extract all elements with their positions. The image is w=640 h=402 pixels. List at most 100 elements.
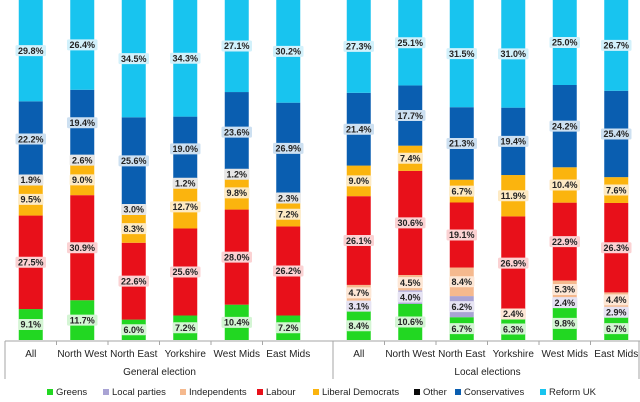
data-label-general-election-all-conservatives: 22.2% bbox=[18, 134, 44, 144]
legend-label-local-parties: Local parties bbox=[112, 387, 166, 398]
legend: Greens Local parties Independents Labour Lib… bbox=[47, 387, 597, 398]
data-label-bg-general-election-east-mids-reform-uk bbox=[273, 45, 304, 57]
data-label-bg-general-election-north-east-reform-uk bbox=[118, 53, 149, 65]
data-label-bg-general-election-all-reform-uk bbox=[15, 45, 46, 57]
data-label-bg-general-election-east-mids-labour bbox=[273, 265, 304, 277]
data-label-local-elections-west-mids-labour: 22.9% bbox=[552, 237, 578, 247]
legend-label-greens: Greens bbox=[56, 387, 87, 398]
data-label-local-elections-north-east-local-parties: 6.2% bbox=[451, 302, 472, 312]
data-label-bg-local-elections-east-mids-independents bbox=[603, 294, 629, 306]
data-label-local-elections-north-east-reform-uk: 31.5% bbox=[449, 49, 475, 59]
data-label-local-elections-east-mids-liberal-democrats: 7.6% bbox=[606, 185, 627, 195]
data-label-bg-general-election-north-east-other bbox=[121, 203, 147, 215]
data-label-bg-general-election-north-west-other bbox=[69, 154, 95, 166]
data-label-bg-local-elections-all-labour bbox=[343, 235, 374, 247]
data-label-local-elections-east-mids-reform-uk: 26.7% bbox=[603, 41, 629, 51]
legend-swatch-conservatives bbox=[455, 389, 461, 395]
legend-swatch-other bbox=[414, 389, 420, 395]
data-label-bg-local-elections-all-reform-uk bbox=[343, 40, 374, 52]
data-label-general-election-east-mids-conservatives: 26.9% bbox=[275, 144, 301, 154]
data-label-bg-local-elections-east-mids-liberal-democrats bbox=[603, 184, 629, 196]
data-label-bg-general-election-west-mids-reform-uk bbox=[221, 40, 252, 52]
data-label-general-election-east-mids-other: 2.3% bbox=[278, 193, 299, 203]
data-label-local-elections-yorkshire-labour: 26.9% bbox=[500, 258, 526, 268]
data-label-bg-local-elections-all-conservatives bbox=[343, 123, 374, 135]
group-label-general-election: General election bbox=[123, 367, 196, 378]
data-label-bg-local-elections-north-east-independents bbox=[449, 276, 475, 288]
data-label-local-elections-north-east-conservatives: 21.3% bbox=[449, 139, 475, 149]
category-label-general-election-yorkshire: Yorkshire bbox=[165, 349, 207, 360]
x-axis: All North West North East Yorkshire West Mid… bbox=[4, 340, 640, 379]
category-label-local-elections-north-east: North East bbox=[438, 349, 485, 360]
data-label-general-election-yorkshire-conservatives: 19.0% bbox=[172, 144, 198, 154]
legend-swatch-labour bbox=[257, 389, 263, 395]
data-label-local-elections-all-greens: 8.4% bbox=[348, 321, 369, 331]
data-label-local-elections-north-west-liberal-democrats: 7.4% bbox=[400, 153, 421, 163]
data-label-bg-general-election-yorkshire-labour bbox=[170, 266, 201, 278]
data-label-general-election-north-west-reform-uk: 26.4% bbox=[69, 40, 95, 50]
category-label-local-elections-all: All bbox=[353, 349, 364, 360]
data-label-bg-general-election-north-west-labour bbox=[67, 242, 98, 254]
data-label-general-election-all-liberal-democrats: 9.5% bbox=[20, 195, 41, 205]
data-label-bg-local-elections-east-mids-local-parties bbox=[603, 306, 629, 318]
data-label-local-elections-yorkshire-conservatives: 19.4% bbox=[500, 137, 526, 147]
data-label-local-elections-yorkshire-reform-uk: 31.0% bbox=[500, 49, 526, 59]
data-label-bg-local-elections-yorkshire-liberal-democrats bbox=[498, 190, 529, 202]
data-label-bg-local-elections-west-mids-labour bbox=[549, 236, 580, 248]
category-label-local-elections-west-mids: West Mids bbox=[542, 349, 589, 360]
data-label-local-elections-west-mids-independents: 5.3% bbox=[554, 285, 575, 295]
data-label-bg-general-election-east-mids-other bbox=[275, 192, 301, 204]
legend-swatch-liberal-democrats bbox=[313, 389, 319, 395]
data-label-bg-local-elections-north-west-labour bbox=[395, 217, 426, 229]
data-label-bg-general-election-north-east-greens bbox=[121, 324, 147, 336]
data-label-bg-general-election-east-mids-liberal-democrats bbox=[275, 208, 301, 220]
data-label-bg-local-elections-west-mids-local-parties bbox=[552, 297, 578, 309]
data-label-bg-general-election-north-west-conservatives bbox=[67, 117, 98, 129]
category-label-general-election-west-mids: West Mids bbox=[214, 349, 261, 360]
data-label-bg-local-elections-north-west-liberal-democrats bbox=[397, 152, 423, 164]
data-label-bg-general-election-yorkshire-reform-uk bbox=[170, 52, 201, 64]
group-label-local-elections: Local elections bbox=[454, 367, 520, 378]
data-label-bg-local-elections-north-east-reform-uk bbox=[446, 48, 477, 60]
data-label-general-election-yorkshire-greens: 7.2% bbox=[175, 323, 196, 333]
data-label-local-elections-east-mids-local-parties: 2.9% bbox=[606, 307, 627, 317]
data-label-bg-local-elections-yorkshire-independents bbox=[500, 308, 526, 320]
data-label-bg-local-elections-all-greens bbox=[346, 320, 372, 332]
data-label-bg-local-elections-north-east-conservatives bbox=[446, 137, 477, 149]
data-label-local-elections-north-east-liberal-democrats: 6.7% bbox=[451, 186, 472, 196]
data-label-general-election-all-other: 1.9% bbox=[20, 175, 41, 185]
data-label-general-election-all-labour: 27.5% bbox=[18, 258, 44, 268]
category-label-general-election-east-mids: East Mids bbox=[266, 349, 310, 360]
data-label-local-elections-all-independents: 4.7% bbox=[348, 288, 369, 298]
data-label-bg-general-election-west-mids-conservatives bbox=[221, 126, 252, 138]
data-label-bg-general-election-all-greens bbox=[18, 319, 44, 331]
data-label-local-elections-west-mids-liberal-democrats: 10.4% bbox=[552, 180, 578, 190]
data-label-general-election-north-east-other: 3.0% bbox=[123, 205, 144, 215]
data-label-bg-general-election-yorkshire-other bbox=[172, 177, 198, 189]
data-label-general-election-yorkshire-liberal-democrats: 12.7% bbox=[172, 202, 198, 212]
data-label-bg-local-elections-yorkshire-greens bbox=[500, 323, 526, 335]
data-label-bg-local-elections-north-west-reform-uk bbox=[395, 37, 426, 49]
legend-label-independents: Independents bbox=[189, 387, 247, 398]
legend-label-liberal-democrats: Liberal Democrats bbox=[322, 387, 399, 398]
data-label-local-elections-all-labour: 26.1% bbox=[346, 236, 372, 246]
data-label-local-elections-north-west-labour: 30.6% bbox=[397, 218, 423, 228]
legend-swatch-local-parties bbox=[103, 389, 109, 395]
data-label-bg-general-election-all-liberal-democrats bbox=[18, 193, 44, 205]
data-label-bg-local-elections-west-mids-independents bbox=[552, 284, 578, 296]
data-label-local-elections-west-mids-greens: 9.8% bbox=[554, 319, 575, 329]
data-label-general-election-north-west-other: 2.6% bbox=[72, 155, 93, 165]
data-label-local-elections-east-mids-greens: 6.7% bbox=[606, 324, 627, 334]
data-label-bg-general-election-north-east-conservatives bbox=[118, 155, 149, 167]
legend-swatch-independents bbox=[180, 389, 186, 395]
data-label-general-election-north-west-greens: 11.7% bbox=[70, 315, 95, 325]
data-label-bg-local-elections-north-west-conservatives bbox=[395, 110, 426, 122]
data-label-local-elections-west-mids-reform-uk: 25.0% bbox=[552, 38, 578, 48]
data-label-bg-general-election-west-mids-greens bbox=[221, 316, 252, 328]
data-label-bg-general-election-north-west-reform-uk bbox=[67, 39, 98, 51]
data-label-general-election-west-mids-greens: 10.4% bbox=[224, 318, 250, 328]
data-label-bg-local-elections-north-west-local-parties bbox=[397, 291, 423, 303]
data-label-local-elections-east-mids-labour: 26.3% bbox=[603, 243, 629, 253]
legend-label-conservatives: Conservatives bbox=[464, 387, 524, 398]
data-label-general-election-east-mids-liberal-democrats: 7.2% bbox=[278, 209, 299, 219]
